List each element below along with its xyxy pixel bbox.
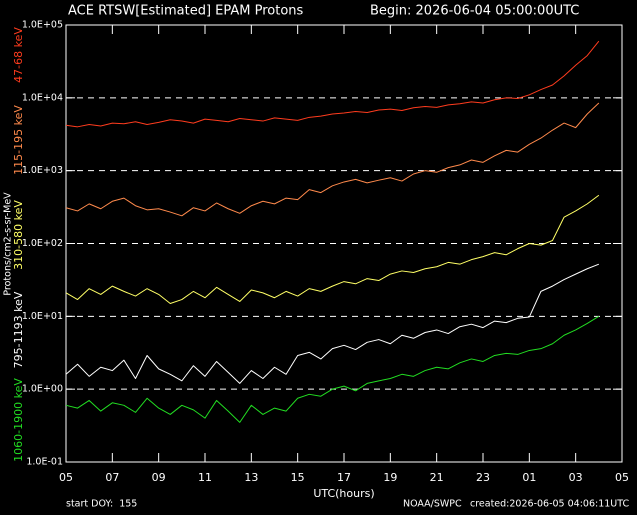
legend-label: 795-1193 keV <box>12 291 25 368</box>
x-tick-label: 13 <box>244 471 258 484</box>
y-tick-label: 1.0E+05 <box>22 20 63 31</box>
x-tick-label: 09 <box>152 471 166 484</box>
x-tick-label: 11 <box>198 471 212 484</box>
legend-label: 47-68 keV <box>12 27 25 83</box>
footer-start: start DOY: 155 <box>66 499 137 510</box>
y-tick-label: 1.0E-01 <box>26 457 63 468</box>
legend-label: 310-580 keV <box>12 200 25 270</box>
y-tick-label: 1.0E+03 <box>22 165 63 176</box>
x-tick-label: 05 <box>59 471 73 484</box>
series-line <box>65 194 600 305</box>
series-line <box>65 263 600 384</box>
x-tick-label: 15 <box>291 471 305 484</box>
x-tick-label: 21 <box>430 471 444 484</box>
series-line <box>65 40 600 128</box>
series-line <box>65 102 600 217</box>
footer-created: created:2026-06-05 04:06:11UTC <box>470 499 629 510</box>
x-tick-label: 05 <box>615 471 629 484</box>
x-axis-label: UTC(hours) <box>313 487 374 500</box>
legend-label: 1060-1900 keV <box>12 378 25 462</box>
footer-source: NOAA/SWPC <box>403 499 462 510</box>
x-tick-label: 03 <box>569 471 583 484</box>
y-tick-label: 1.0E+01 <box>22 311 63 322</box>
x-tick-label: 19 <box>383 471 397 484</box>
y-tick-label: 1.0E+00 <box>22 384 63 395</box>
chart-subtitle: Begin: 2026-06-04 05:00:00UTC <box>370 4 579 19</box>
x-tick-label: 23 <box>476 471 490 484</box>
x-tick-label: 07 <box>105 471 119 484</box>
series-line <box>65 315 600 423</box>
y-axis-label: Protons/cm2-s-sr-MeV <box>3 192 14 296</box>
legend-label: 115-195 keV <box>12 105 25 175</box>
x-tick-label: 01 <box>522 471 536 484</box>
y-tick-label: 1.0E+02 <box>22 238 63 249</box>
y-tick-label: 1.0E+04 <box>22 92 63 103</box>
x-tick-label: 17 <box>337 471 351 484</box>
chart-title: ACE RTSW[Estimated] EPAM Protons <box>68 4 304 19</box>
